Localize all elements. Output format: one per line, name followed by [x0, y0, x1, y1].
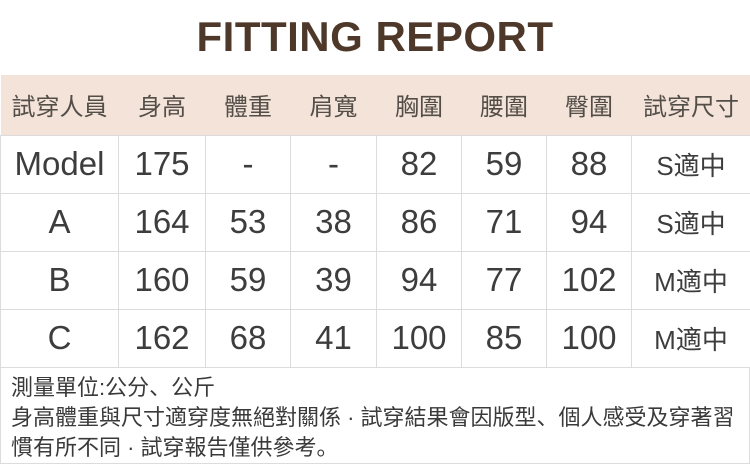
fitting-table: 試穿人員 身高 體重 肩寬 胸圍 腰圍 臀圍 試穿尺寸 Model 175 - … — [0, 75, 750, 368]
cell-hip: 100 — [546, 308, 632, 368]
cell-bust: 94 — [376, 250, 462, 310]
cell-weight: 68 — [205, 308, 291, 368]
cell-height: 162 — [118, 308, 206, 368]
note-disclaimer: 身高體重與尺寸適穿度無絕對關係 · 試穿結果會因版型、個人感受及穿著習慣有所不同… — [11, 404, 735, 460]
cell-tester: C — [0, 308, 119, 368]
cell-hip: 88 — [546, 134, 632, 194]
table-row-model: Model 175 - - 82 59 88 S適中 — [0, 134, 750, 194]
cell-hip: 94 — [546, 192, 632, 252]
cell-fit-size: M適中 — [631, 308, 750, 368]
cell-waist: 71 — [461, 192, 547, 252]
cell-weight: 53 — [205, 192, 291, 252]
note-units: 測量單位:公分、公斤 — [11, 374, 216, 400]
column-header-bust: 胸圍 — [376, 75, 462, 135]
cell-shoulder: 41 — [290, 308, 377, 368]
header-row: 試穿人員 身高 體重 肩寬 胸圍 腰圍 臀圍 試穿尺寸 — [0, 75, 750, 135]
cell-waist: 85 — [461, 308, 547, 368]
column-header-hip: 臀圍 — [546, 75, 632, 135]
table-row-a: A 164 53 38 86 71 94 S適中 — [0, 192, 750, 252]
cell-tester: B — [0, 250, 119, 310]
measurement-notes: 測量單位:公分、公斤 身高體重與尺寸適穿度無絕對關係 · 試穿結果會因版型、個人… — [0, 367, 750, 464]
column-header-waist: 腰圍 — [461, 75, 547, 135]
cell-weight: 59 — [205, 250, 291, 310]
cell-height: 164 — [118, 192, 206, 252]
column-header-height: 身高 — [118, 75, 206, 135]
cell-height: 175 — [118, 134, 206, 194]
cell-hip: 102 — [546, 250, 632, 310]
column-header-shoulder: 肩寬 — [290, 75, 377, 135]
cell-waist: 59 — [461, 134, 547, 194]
cell-bust: 100 — [376, 308, 462, 368]
cell-weight: - — [205, 134, 291, 194]
cell-waist: 77 — [461, 250, 547, 310]
column-header-fit-size: 試穿尺寸 — [631, 75, 750, 135]
cell-shoulder: 39 — [290, 250, 377, 310]
cell-height: 160 — [118, 250, 206, 310]
cell-tester: Model — [0, 134, 119, 194]
cell-tester: A — [0, 192, 119, 252]
cell-shoulder: 38 — [290, 192, 377, 252]
cell-bust: 82 — [376, 134, 462, 194]
column-header-weight: 體重 — [205, 75, 291, 135]
table-row-c: C 162 68 41 100 85 100 M適中 — [0, 308, 750, 368]
cell-fit-size: S適中 — [631, 134, 750, 194]
page-title: FITTING REPORT — [196, 13, 554, 60]
cell-bust: 86 — [376, 192, 462, 252]
cell-shoulder: - — [290, 134, 377, 194]
cell-fit-size: S適中 — [631, 192, 750, 252]
cell-fit-size: M適中 — [631, 250, 750, 310]
column-header-tester: 試穿人員 — [0, 75, 119, 135]
table-row-b: B 160 59 39 94 77 102 M適中 — [0, 250, 750, 310]
